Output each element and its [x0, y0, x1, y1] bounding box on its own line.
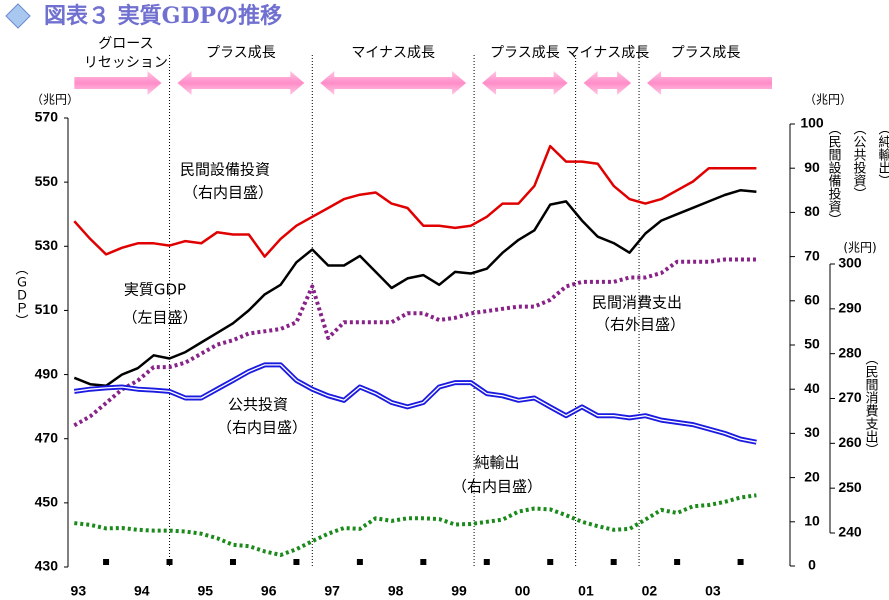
- x-tick: [483, 559, 490, 565]
- x-tick-label: 94: [134, 583, 150, 599]
- y-tick-label: 430: [35, 558, 59, 574]
- series-line: [73, 188, 757, 388]
- y-tick-label: 490: [35, 365, 59, 381]
- phase-label: マイナス成長: [351, 45, 435, 61]
- y2-tick-label: 80: [804, 203, 820, 219]
- x-tick: [293, 559, 300, 565]
- series-line: [73, 257, 757, 428]
- x-tick-label: 93: [71, 583, 87, 599]
- x-tick: [610, 559, 617, 565]
- y-unit: （兆円）: [31, 93, 79, 107]
- x-tick-label: 97: [324, 583, 340, 599]
- series-label: 公共投資: [228, 396, 288, 414]
- y2-tick-label: 100: [800, 115, 824, 131]
- y2-tick-label: 10: [804, 513, 820, 529]
- y3-tick-label: 260: [838, 434, 862, 450]
- y2-axis-title: （公共投資）: [851, 122, 867, 200]
- phase-arrow: [647, 71, 772, 95]
- y-tick-label: 450: [35, 494, 59, 510]
- y2-tick-label: 40: [804, 380, 820, 396]
- x-tick-label: 02: [642, 583, 658, 599]
- series-note: （右内目盛）: [217, 419, 307, 437]
- phase-label: プラス成長: [671, 45, 741, 61]
- x-tick: [420, 559, 427, 565]
- series-note: （右内目盛）: [452, 478, 542, 496]
- phase-label: リセッション: [84, 55, 168, 71]
- phase-arrow: [320, 71, 467, 95]
- series-note: （左目盛）: [122, 309, 197, 327]
- y3-tick-label: 250: [838, 479, 862, 495]
- y2-tick-label: 50: [804, 336, 820, 352]
- x-tick: [356, 559, 363, 565]
- phase-label: プラス成長: [490, 45, 560, 61]
- y-tick-label: 510: [35, 301, 59, 317]
- phase-arrow: [583, 71, 632, 95]
- series-line: [74, 493, 757, 557]
- x-tick-label: 00: [515, 583, 531, 599]
- series-line: [73, 144, 757, 258]
- y-tick-label: 530: [35, 237, 59, 253]
- x-tick-label: 95: [197, 583, 213, 599]
- series-note: （右内目盛）: [183, 184, 273, 202]
- phase-label: マイナス成長: [565, 45, 649, 61]
- y3-tick-label: 290: [838, 300, 862, 316]
- phase-arrow: [177, 71, 305, 95]
- x-tick-label: 01: [578, 583, 594, 599]
- y2-tick-label: 0: [808, 557, 816, 573]
- series-label: 実質GDP: [124, 281, 186, 299]
- x-tick-label: 96: [261, 583, 277, 599]
- y3-axis-title: （民間消費支出）: [863, 352, 879, 456]
- y-tick-label: 570: [35, 109, 59, 125]
- series-line-inner: [74, 364, 757, 443]
- series-label: 純輸出: [474, 454, 519, 472]
- y2-tick-label: 70: [804, 247, 820, 263]
- y3-tick-label: 240: [838, 524, 862, 540]
- y3-tick-label: 270: [838, 389, 862, 405]
- series-note: （右外目盛）: [595, 316, 685, 334]
- x-tick-label: 98: [388, 583, 404, 599]
- x-tick: [103, 559, 110, 565]
- y3-tick-label: 300: [838, 255, 862, 271]
- phase-arrow: [74, 71, 162, 95]
- phase-label: プラス成長: [206, 45, 276, 61]
- series-label: 民間消費支出: [592, 294, 682, 312]
- series-label: 民間設備投資: [180, 161, 270, 179]
- y2-axis-title: （民間設備投資）: [826, 122, 842, 226]
- y-axis-title: （ＧＤＰ）: [13, 262, 29, 327]
- x-tick: [674, 559, 681, 565]
- x-tick: [737, 559, 744, 565]
- y3-unit: (兆円): [843, 241, 876, 255]
- y2-tick-label: 60: [804, 292, 820, 308]
- y3-tick-label: 280: [838, 344, 862, 360]
- y2-tick-label: 30: [804, 424, 820, 440]
- phase-arrow: [482, 71, 568, 95]
- title-icon: [5, 3, 31, 29]
- chart-title: 図表３ 実質GDPの推移: [44, 3, 282, 29]
- phase-label: グロース: [98, 36, 153, 52]
- y-tick-label: 550: [35, 173, 59, 189]
- y2-axis-title: （純輸出）: [876, 122, 889, 187]
- x-tick: [229, 559, 236, 565]
- y-tick-label: 470: [35, 429, 59, 445]
- y2-unit: （兆円）: [804, 93, 852, 107]
- x-tick: [547, 559, 554, 565]
- y2-tick-label: 90: [804, 159, 820, 175]
- x-tick-label: 99: [451, 583, 467, 599]
- x-tick-label: 03: [705, 583, 721, 599]
- y2-tick-label: 20: [804, 468, 820, 484]
